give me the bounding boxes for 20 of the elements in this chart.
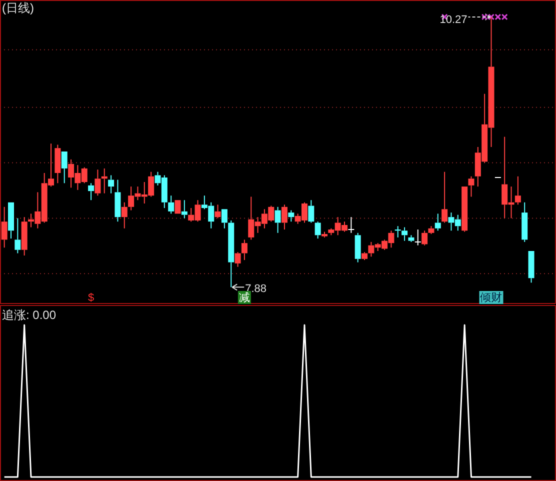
candlestick	[114, 179, 121, 222]
candlestick	[281, 204, 288, 230]
candlestick	[422, 230, 428, 246]
annotation: $	[88, 292, 94, 304]
annotation: 倾财	[480, 291, 502, 304]
candlestick	[241, 239, 248, 261]
candlestick	[14, 218, 21, 254]
candlestick	[54, 144, 61, 184]
candlestick	[121, 202, 128, 229]
annotation: 10.27	[440, 14, 468, 26]
candlestick	[88, 182, 94, 201]
chart-title: (日线)	[2, 1, 34, 15]
chart-title: 追涨: 0.00	[2, 308, 56, 322]
candlestick	[21, 216, 28, 256]
candlestick	[108, 174, 114, 194]
candlestick	[522, 202, 528, 242]
candlestick	[234, 252, 241, 268]
candlestick	[1, 206, 8, 248]
candlestick	[274, 206, 281, 234]
annotation: 减	[238, 291, 250, 304]
